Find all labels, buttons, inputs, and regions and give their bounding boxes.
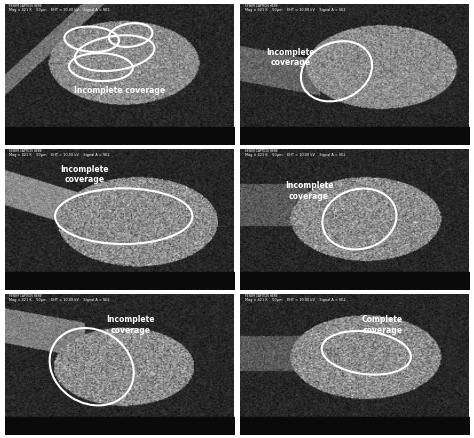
Text: Incomplete
coverage: Incomplete coverage <box>61 165 109 184</box>
Text: Mag × 421 K    50μm    EHT = 10.00 kV    Signal A = SE2: Mag × 421 K 50μm EHT = 10.00 kV Signal A… <box>245 8 346 12</box>
Text: Mag × 421 K    50μm    EHT = 10.00 kV    Signal A = SE2: Mag × 421 K 50μm EHT = 10.00 kV Signal A… <box>245 153 346 157</box>
Text: FESEM CAPTION HERE: FESEM CAPTION HERE <box>245 293 278 298</box>
Text: (e) 1500 Hours: (e) 1500 Hours <box>11 427 87 436</box>
Text: Mag × 421 K    50μm    EHT = 10.00 kV    Signal A = SE2: Mag × 421 K 50μm EHT = 10.00 kV Signal A… <box>9 153 110 157</box>
Text: Incomplete coverage: Incomplete coverage <box>73 86 165 95</box>
Text: (b) 168 Hours: (b) 168 Hours <box>247 137 317 146</box>
Text: Mag × 421 K    50μm    EHT = 10.00 kV    Signal A = SE2: Mag × 421 K 50μm EHT = 10.00 kV Signal A… <box>9 8 110 12</box>
Text: FESEM CAPTION HERE: FESEM CAPTION HERE <box>9 149 42 153</box>
Text: (a) 0 Hours: (a) 0 Hours <box>11 137 68 146</box>
Text: Mag × 421 K    50μm    EHT = 10.00 kV    Signal A = SE2: Mag × 421 K 50μm EHT = 10.00 kV Signal A… <box>245 298 346 302</box>
Text: Incomplete
coverage: Incomplete coverage <box>266 48 315 67</box>
Text: FESEM CAPTION HERE: FESEM CAPTION HERE <box>245 4 278 8</box>
Text: FESEM CAPTION HERE: FESEM CAPTION HERE <box>9 293 42 298</box>
Text: (d) 1000 Hours: (d) 1000 Hours <box>247 282 323 291</box>
Text: (c) 500 Hours: (c) 500 Hours <box>11 282 80 291</box>
Text: FESEM CAPTION HERE: FESEM CAPTION HERE <box>245 149 278 153</box>
Text: (f) 2000 Hours: (f) 2000 Hours <box>247 427 320 436</box>
Text: FESEM CAPTION HERE: FESEM CAPTION HERE <box>9 4 42 8</box>
Text: Complete
coverage: Complete coverage <box>362 315 403 335</box>
Text: Incomplete
coverage: Incomplete coverage <box>285 181 333 201</box>
Text: Mag × 421 K    50μm    EHT = 10.00 kV    Signal A = SE2: Mag × 421 K 50μm EHT = 10.00 kV Signal A… <box>9 298 110 302</box>
Text: Incomplete
coverage: Incomplete coverage <box>106 315 155 335</box>
